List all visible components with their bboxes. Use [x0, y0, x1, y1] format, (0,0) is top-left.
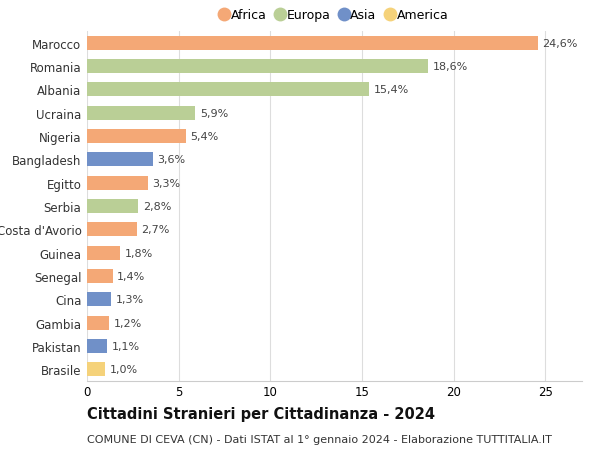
Text: 3,3%: 3,3% — [152, 178, 180, 188]
Bar — [87, 106, 195, 121]
Text: 1,0%: 1,0% — [110, 364, 138, 375]
Bar — [87, 176, 148, 190]
Legend: Africa, Europa, Asia, America: Africa, Europa, Asia, America — [221, 10, 448, 22]
Text: Cittadini Stranieri per Cittadinanza - 2024: Cittadini Stranieri per Cittadinanza - 2… — [87, 406, 435, 421]
Bar — [87, 60, 428, 74]
Bar — [87, 269, 113, 283]
Text: 1,2%: 1,2% — [113, 318, 142, 328]
Text: 24,6%: 24,6% — [542, 39, 578, 49]
Text: 3,6%: 3,6% — [158, 155, 186, 165]
Text: 1,3%: 1,3% — [115, 295, 143, 305]
Text: 1,4%: 1,4% — [117, 271, 146, 281]
Text: COMUNE DI CEVA (CN) - Dati ISTAT al 1° gennaio 2024 - Elaborazione TUTTITALIA.IT: COMUNE DI CEVA (CN) - Dati ISTAT al 1° g… — [87, 434, 552, 444]
Text: 5,9%: 5,9% — [200, 108, 228, 118]
Text: 1,8%: 1,8% — [125, 248, 153, 258]
Text: 5,4%: 5,4% — [191, 132, 219, 142]
Bar — [87, 339, 107, 353]
Bar — [87, 200, 139, 213]
Bar — [87, 316, 109, 330]
Bar — [87, 153, 153, 167]
Text: 1,1%: 1,1% — [112, 341, 140, 351]
Bar — [87, 223, 137, 237]
Bar — [87, 37, 538, 51]
Bar — [87, 130, 186, 144]
Bar — [87, 246, 120, 260]
Text: 15,4%: 15,4% — [374, 85, 409, 95]
Text: 2,7%: 2,7% — [141, 225, 169, 235]
Bar — [87, 83, 370, 97]
Bar — [87, 362, 106, 376]
Bar — [87, 292, 111, 307]
Text: 18,6%: 18,6% — [433, 62, 468, 72]
Text: 2,8%: 2,8% — [143, 202, 171, 212]
